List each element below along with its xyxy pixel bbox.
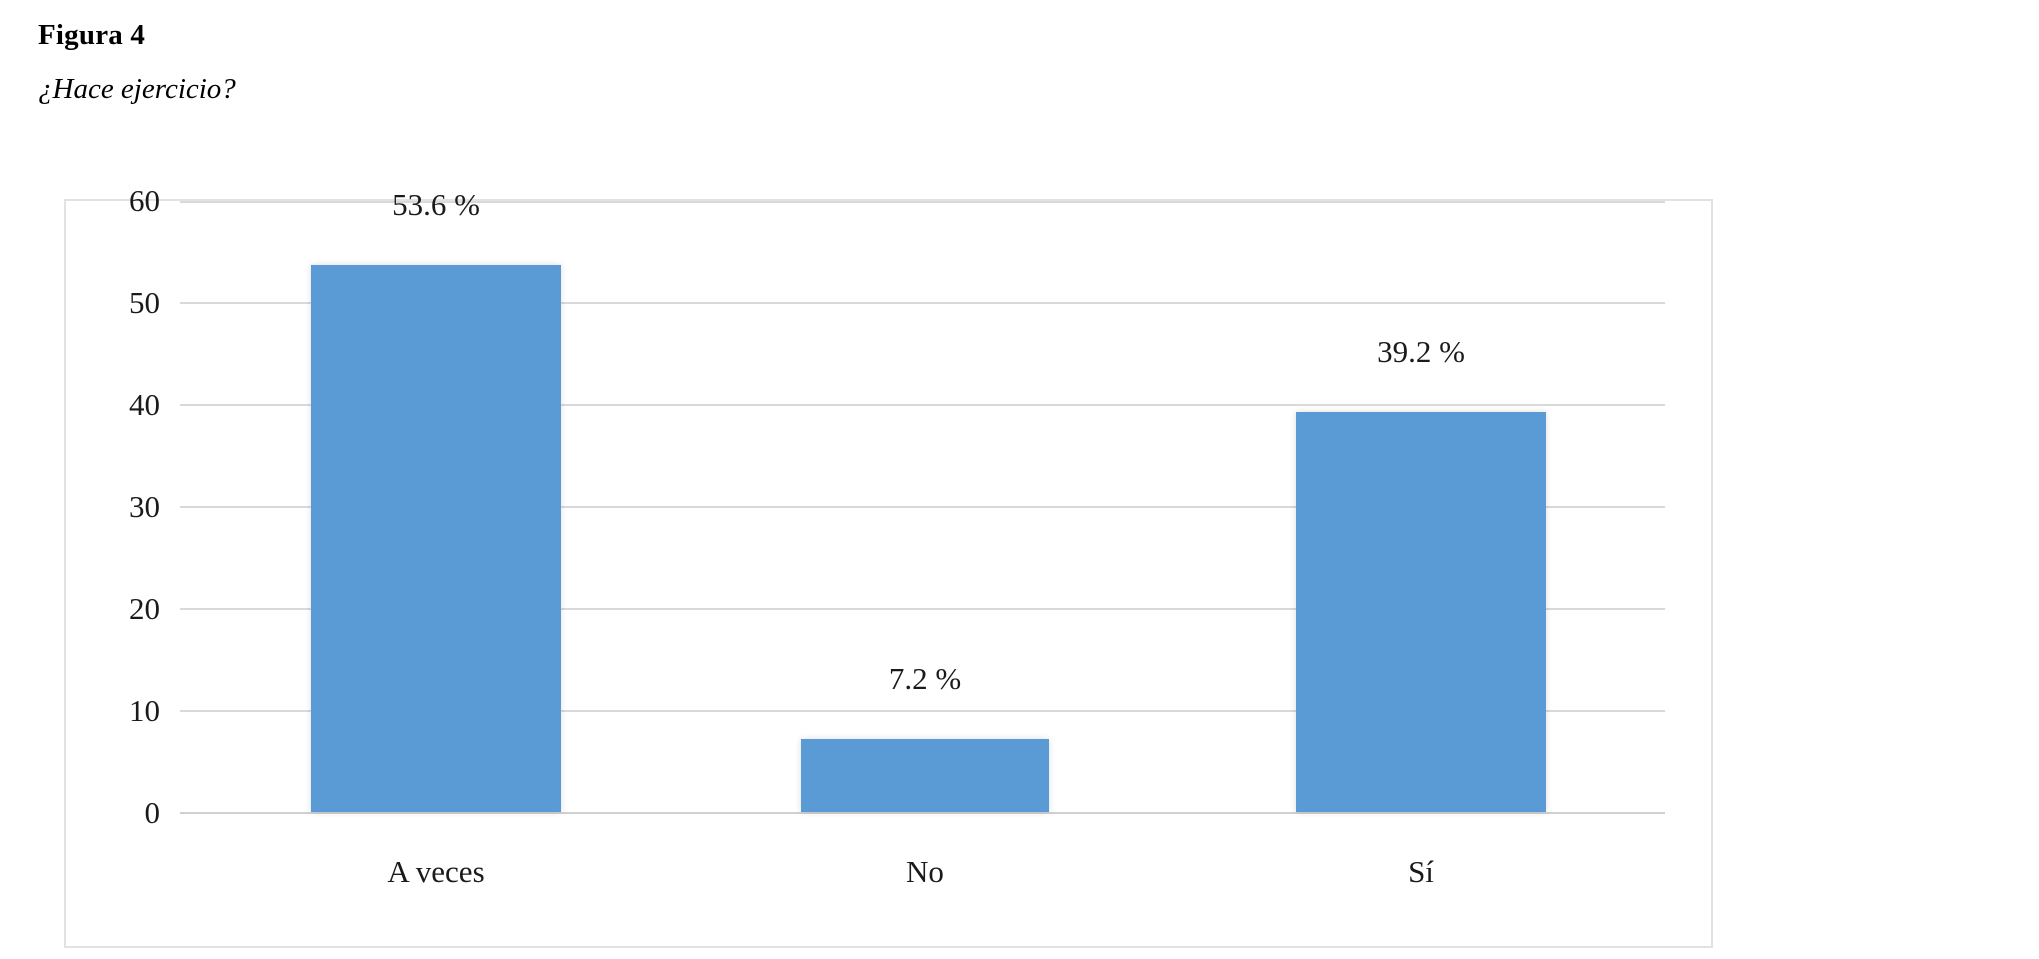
plot-area: 60 50 40 30 20 10 0 53.6 % 7.2 % 39.2 % … bbox=[66, 185, 1711, 946]
y-axis-tick-60: 60 bbox=[129, 183, 160, 218]
y-axis-tick-40: 40 bbox=[129, 387, 160, 422]
y-axis-tick-10: 10 bbox=[129, 693, 160, 728]
y-axis-tick-50: 50 bbox=[129, 285, 160, 320]
bar-value-no: 7.2 % bbox=[888, 661, 962, 696]
gridline-0 bbox=[180, 812, 1665, 814]
figure-caption: ¿Hace ejercicio? bbox=[38, 73, 236, 105]
x-axis-label-no: No bbox=[906, 854, 944, 889]
gridline-40 bbox=[180, 404, 1665, 406]
gridline-30 bbox=[180, 506, 1665, 508]
bar-value-si: 39.2 % bbox=[1377, 334, 1465, 369]
bar-no[interactable] bbox=[801, 739, 1049, 812]
chart-container: 60 50 40 30 20 10 0 53.6 % 7.2 % 39.2 % … bbox=[64, 185, 1713, 948]
x-axis-label-a-veces: A veces bbox=[387, 854, 485, 889]
gridline-50 bbox=[180, 302, 1665, 304]
x-axis-label-si: Sí bbox=[1408, 854, 1434, 889]
y-axis-tick-20: 20 bbox=[129, 591, 160, 626]
y-axis-tick-30: 30 bbox=[129, 489, 160, 524]
y-axis-tick-0: 0 bbox=[144, 795, 161, 830]
bar-si[interactable] bbox=[1296, 412, 1546, 812]
gridline-60 bbox=[180, 201, 1665, 203]
gridline-20 bbox=[180, 608, 1665, 610]
figure-label: Figura 4 bbox=[38, 19, 146, 51]
bar-a-veces[interactable] bbox=[311, 265, 561, 812]
gridline-10 bbox=[180, 710, 1665, 712]
bar-value-a-veces: 53.6 % bbox=[392, 187, 480, 222]
